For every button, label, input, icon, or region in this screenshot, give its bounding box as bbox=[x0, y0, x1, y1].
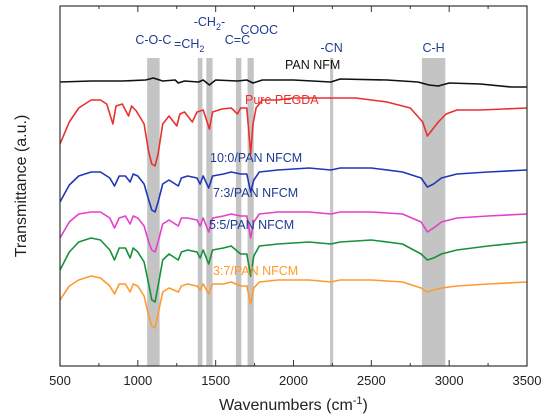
x-tick-label: 3500 bbox=[513, 373, 542, 388]
x-tick-label: 1000 bbox=[123, 373, 152, 388]
x-axis-title: Wavenumbers (cm-1) bbox=[219, 395, 368, 414]
band-label-6: C-H bbox=[422, 41, 444, 55]
x-tick-label: 500 bbox=[49, 373, 71, 388]
series-line-2 bbox=[59, 167, 528, 213]
x-tick-label: 2500 bbox=[357, 373, 386, 388]
series-label-1: Pure PEGDA bbox=[245, 93, 319, 107]
series-label-0: PAN NFM bbox=[285, 58, 340, 72]
x-axis-title-main: Wavenumbers (cm bbox=[219, 397, 353, 414]
band-5 bbox=[330, 58, 334, 366]
x-axis-ticks: 500 1000 1500 2000 2500 3000 3500 bbox=[49, 6, 541, 388]
x-tick-label: 3000 bbox=[435, 373, 464, 388]
x-axis-title-sup: -1 bbox=[353, 395, 363, 407]
series-line-0 bbox=[59, 77, 527, 88]
band-label-5: -CN bbox=[321, 41, 343, 55]
band-label-1: =CH2 bbox=[174, 37, 204, 54]
spectra-lines bbox=[59, 77, 528, 329]
series-label-5: 3:7/PAN NFCM bbox=[213, 264, 298, 278]
series-line-5 bbox=[59, 275, 528, 329]
band-label-0: C-O-C bbox=[135, 33, 171, 47]
series-line-1 bbox=[59, 97, 528, 167]
x-axis-title-tail: ) bbox=[363, 397, 368, 414]
series-line-3 bbox=[59, 211, 528, 253]
band-label-2: -CH2- bbox=[194, 15, 225, 32]
band-6 bbox=[421, 58, 446, 366]
band-4 bbox=[247, 58, 254, 366]
x-tick-label: 2000 bbox=[279, 373, 308, 388]
series-label-3: 7:3/PAN NFCM bbox=[213, 186, 298, 200]
x-tick-label: 1500 bbox=[201, 373, 230, 388]
band-label-3: C=C bbox=[225, 33, 250, 47]
band-3 bbox=[235, 58, 242, 366]
series-labels: PAN NFM Pure PEGDA 10:0/PAN NFCM 7:3/PAN NF… bbox=[209, 58, 340, 278]
band-1 bbox=[197, 58, 203, 366]
series-line-4 bbox=[59, 237, 528, 303]
series-label-4: 5:5/PAN NFCM bbox=[209, 218, 294, 232]
y-axis-title: Transmittance (a.u.) bbox=[13, 115, 30, 258]
series-label-2: 10:0/PAN NFCM bbox=[210, 151, 302, 165]
band-label-4: COOC bbox=[241, 23, 279, 37]
band-2 bbox=[206, 58, 213, 366]
